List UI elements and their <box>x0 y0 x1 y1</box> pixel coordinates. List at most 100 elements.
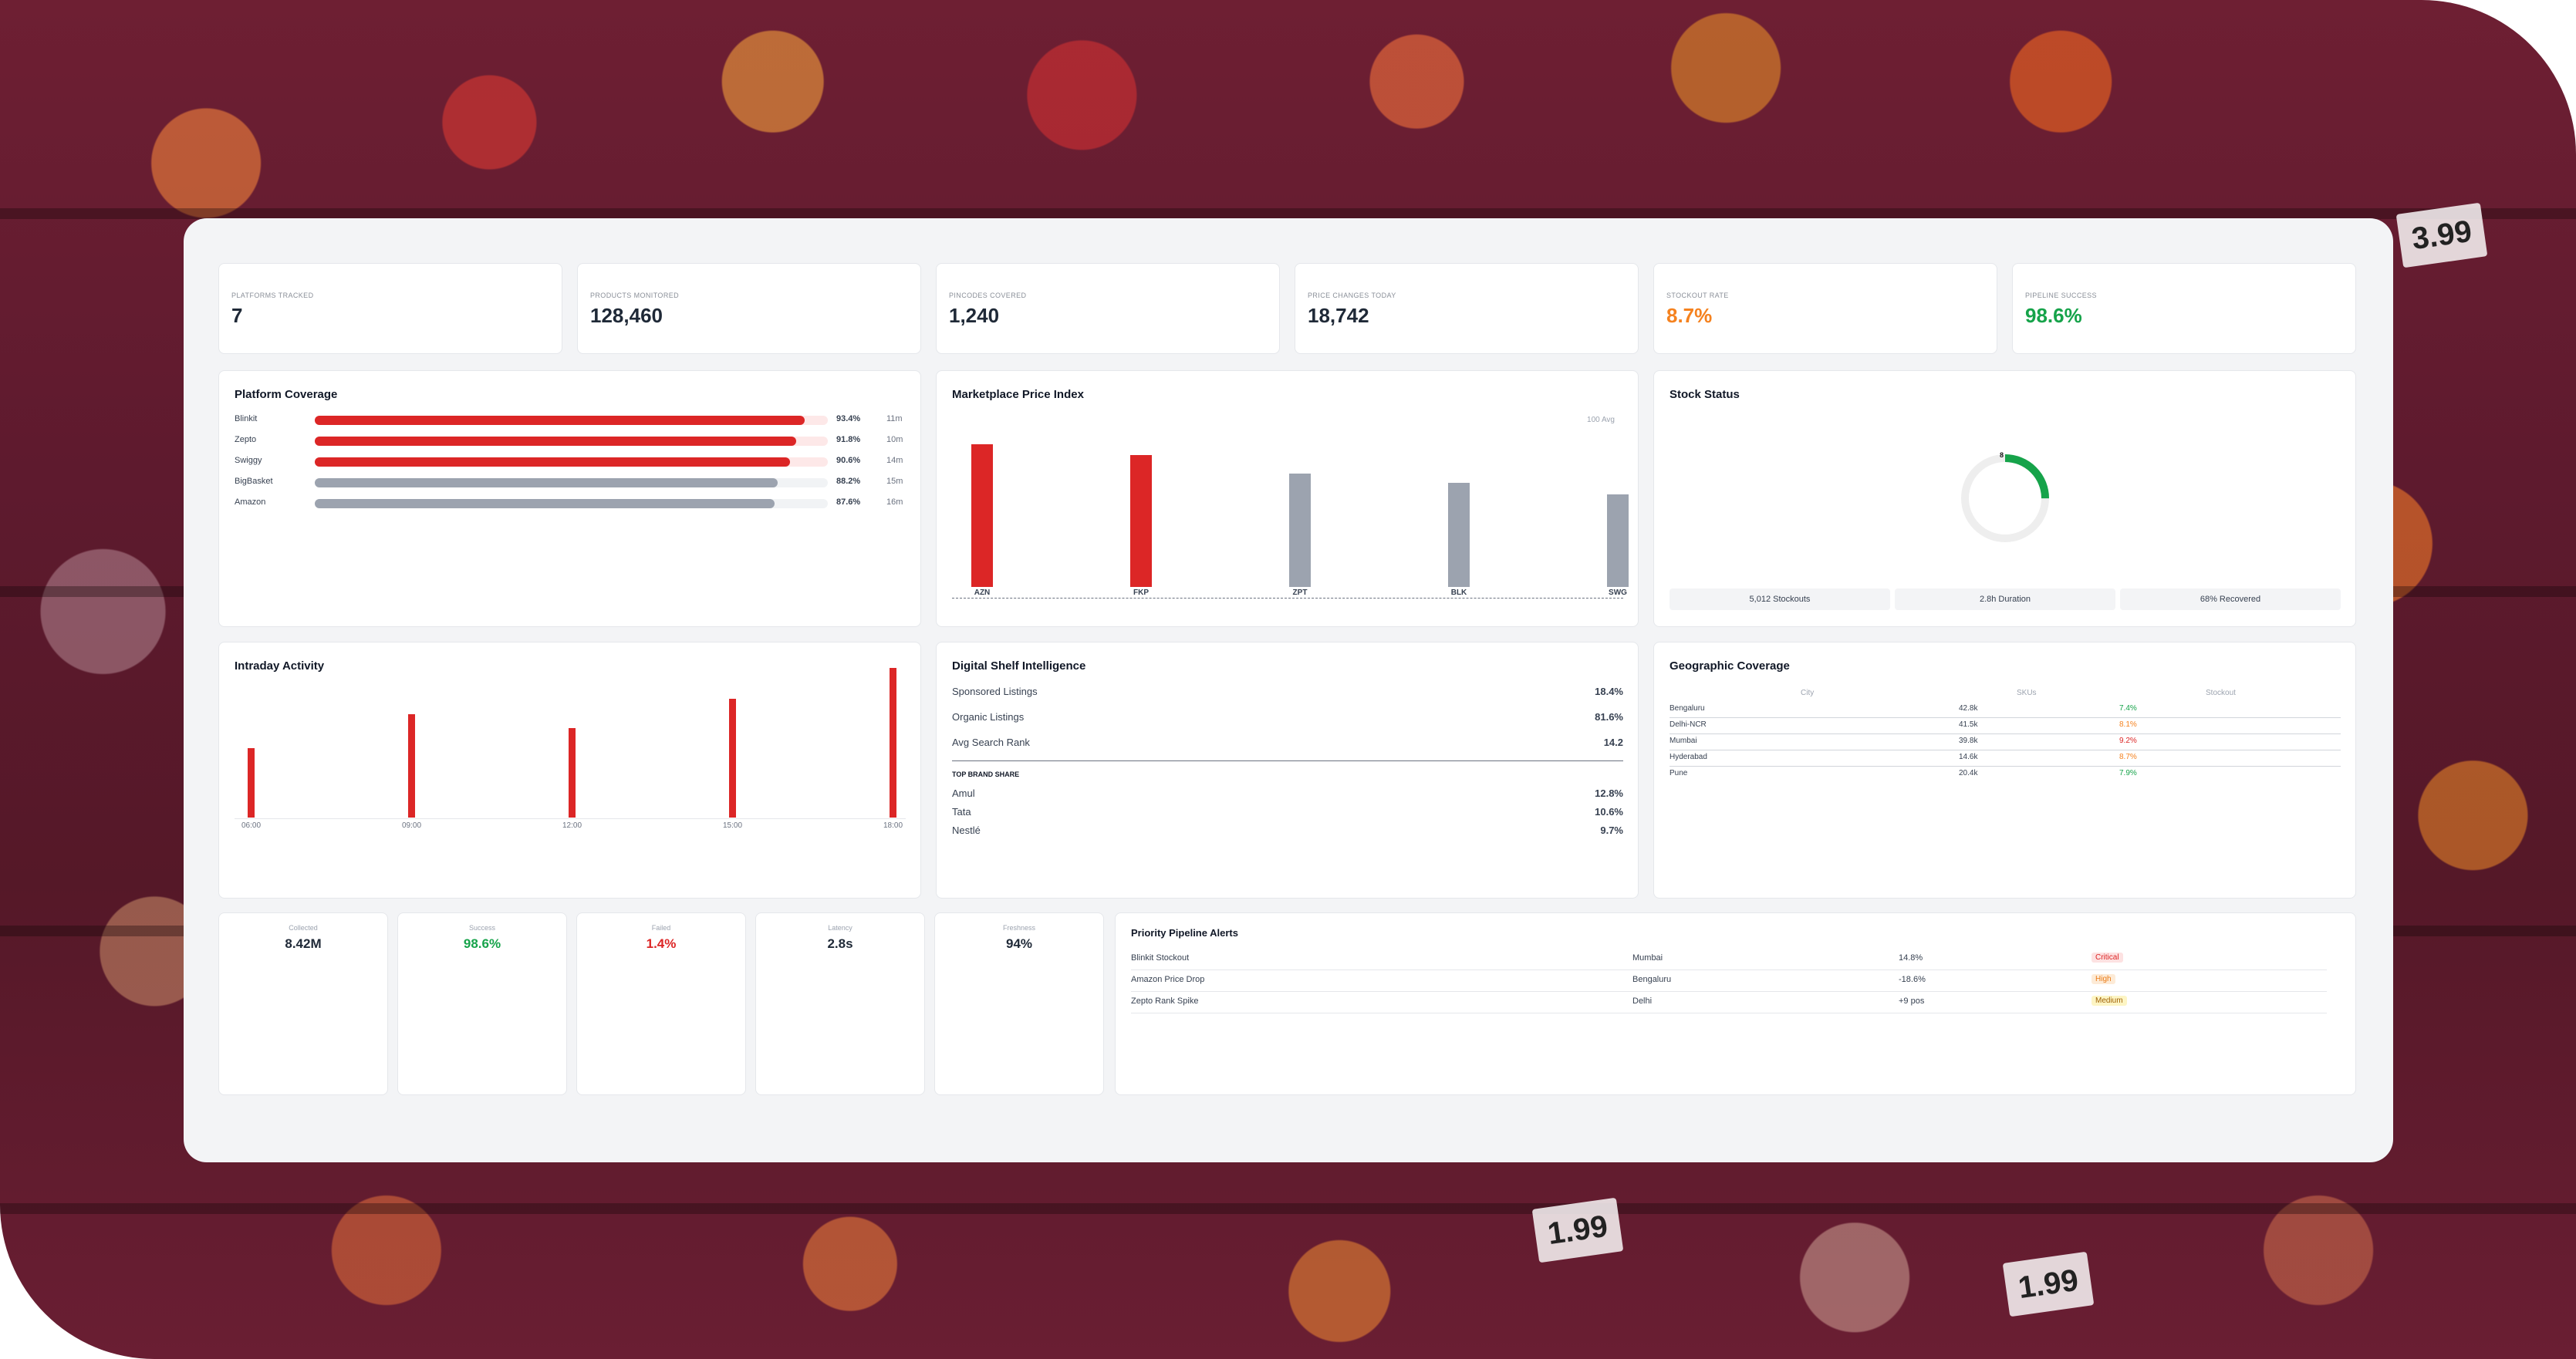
alert-row[interactable]: Amazon Price Drop Bengaluru -18.6% High <box>1131 970 2327 992</box>
category-label: AZN <box>974 588 991 597</box>
chart-baseline <box>235 818 906 819</box>
platform-row: Blinkit 93.4% 11m <box>235 414 903 425</box>
alert-value: 14.8% <box>1899 953 1923 963</box>
price-index-card: Marketplace Price Index 100 Avg AZN FKP ZP… <box>936 370 1639 627</box>
time-tick-label: 09:00 <box>401 821 422 830</box>
coverage-bar <box>315 478 778 487</box>
category-label: ZPT <box>1292 588 1308 597</box>
platform-name: BigBasket <box>235 477 273 486</box>
geo-city: Mumbai <box>1670 737 1697 745</box>
alert-city: Delhi <box>1632 996 1653 1006</box>
dsi-row-organic: Organic Listings 81.6% <box>952 711 1623 723</box>
platform-row: BigBasket 88.2% 15m <box>235 477 903 487</box>
activity-bar <box>408 714 415 818</box>
kpi-label: PRODUCTS MONITORED <box>590 292 680 299</box>
geo-row: Pune 20.4k 7.9% <box>1670 766 2341 782</box>
kpi-value: 98.6% <box>2025 304 2082 327</box>
activity-bar <box>569 728 576 818</box>
coverage-bar <box>315 499 775 508</box>
refresh-time: 16m <box>886 497 903 507</box>
chart-baseline <box>952 598 1623 599</box>
activity-bar <box>890 668 896 818</box>
refresh-time: 14m <box>886 456 903 465</box>
card-title: Marketplace Price Index <box>952 388 1084 401</box>
price-index-chart: AZN FKP ZPT BLK SWG <box>937 371 1639 628</box>
platform-coverage-card: Platform Coverage Blinkit 93.4% 11m Zepto 91… <box>218 370 921 627</box>
brand-label: Amul <box>952 787 975 799</box>
coverage-bar <box>315 457 790 467</box>
activity-bar <box>729 699 736 818</box>
brand-label: Tata <box>952 806 971 818</box>
stat-value: 94% <box>1005 936 1033 951</box>
price-index-bar <box>1607 494 1629 587</box>
alert-row[interactable]: Zepto Rank Spike Delhi +9 pos Medium <box>1131 992 2327 1013</box>
stat-card-latency: Latency 2.8s <box>755 912 925 1095</box>
platform-name: Zepto <box>235 435 257 444</box>
kpi-value: 8.7% <box>1666 304 1713 327</box>
donut-arc <box>1961 454 2049 542</box>
geo-skus: 14.6k <box>1959 753 1978 761</box>
brand-row-amul: Amul 12.8% <box>952 787 1623 799</box>
stat-duration: 2.8h Duration <box>1895 588 2115 610</box>
card-title: Platform Coverage <box>235 388 338 401</box>
intraday-chart: 06:00 09:00 12:00 15:00 18:00 <box>219 642 922 899</box>
platform-name: Blinkit <box>235 414 258 423</box>
stat-card-freshness: Freshness 94% <box>934 912 1104 1095</box>
platform-row: Zepto 91.8% 10m <box>235 435 903 446</box>
stat-value: 1.4% <box>646 936 677 951</box>
time-tick-label: 15:00 <box>722 821 743 830</box>
brand-value: 9.7% <box>1600 825 1623 836</box>
coverage-bar <box>315 437 796 446</box>
dsi-row-sponsored: Sponsored Listings 18.4% <box>952 686 1623 697</box>
geographic-coverage-card: Geographic Coverage City SKUs Stockout B… <box>1653 642 2356 899</box>
price-tag: 1.99 <box>1531 1197 1624 1263</box>
price-tag: 3.99 <box>2395 202 2488 268</box>
geo-stockout: 8.1% <box>2119 720 2137 729</box>
geo-skus: 42.8k <box>1959 704 1978 713</box>
geo-city: Hyderabad <box>1670 753 1707 761</box>
alert-value: -18.6% <box>1899 975 1926 984</box>
average-note: 100 Avg <box>1587 416 1615 424</box>
kpi-value: 7 <box>231 304 243 327</box>
brand-row-nestle: Nestlé 9.7% <box>952 825 1623 836</box>
stat-label: Collected <box>289 924 318 932</box>
geo-header-stockout: Stockout <box>2206 689 2236 697</box>
alert-row[interactable]: Blinkit Stockout Mumbai 14.8% Critical <box>1131 949 2327 970</box>
kpi-card-pipeline: PIPELINE SUCCESS 98.6% <box>2012 263 2356 354</box>
dsi-label: Organic Listings <box>952 711 1025 723</box>
geo-skus: 39.8k <box>1959 737 1978 745</box>
stat-value: 98.6% <box>463 936 501 951</box>
geo-city: Pune <box>1670 769 1688 777</box>
kpi-value: 1,240 <box>949 304 1000 327</box>
geo-stockout: 9.2% <box>2119 737 2137 745</box>
alert-value: +9 pos <box>1899 996 1925 1006</box>
geo-header-city: City <box>1801 689 1815 697</box>
pipeline-alerts-card: Priority Pipeline Alerts Blinkit Stockou… <box>1115 912 2356 1095</box>
geo-stockout: 7.4% <box>2119 704 2137 713</box>
kpi-label: PIPELINE SUCCESS <box>2025 292 2097 299</box>
geo-stockout: 7.9% <box>2119 769 2137 777</box>
kpi-label: PLATFORMS TRACKED <box>231 292 314 299</box>
dsi-value: 18.4% <box>1595 686 1623 697</box>
alert-name: Blinkit Stockout <box>1131 953 1190 963</box>
brand-value: 12.8% <box>1595 787 1623 799</box>
geo-stockout: 8.7% <box>2119 753 2137 761</box>
geo-row: Delhi-NCR 41.5k 8.1% <box>1670 717 2341 734</box>
category-label: BLK <box>1450 588 1467 597</box>
kpi-card-platforms: PLATFORMS TRACKED 7 <box>218 263 562 354</box>
stat-card-failed: Failed 1.4% <box>576 912 746 1095</box>
geo-row: Hyderabad 14.6k 8.7% <box>1670 750 2341 767</box>
severity-badge: High <box>2092 974 2115 984</box>
coverage-percent: 93.4% <box>836 414 861 423</box>
stat-recovered: 68% Recovered <box>2120 588 2341 610</box>
brand-label: Nestlé <box>952 825 981 836</box>
coverage-percent: 88.2% <box>836 477 861 486</box>
kpi-value: 128,460 <box>590 304 663 327</box>
alert-city: Mumbai <box>1632 953 1663 963</box>
dsi-value: 14.2 <box>1603 737 1623 748</box>
category-label: SWG <box>1609 588 1627 597</box>
time-tick-label: 06:00 <box>241 821 262 830</box>
kpi-card-pincodes: PINCODES COVERED 1,240 <box>936 263 1280 354</box>
coverage-track <box>315 457 828 467</box>
alert-city: Bengaluru <box>1632 975 1672 984</box>
